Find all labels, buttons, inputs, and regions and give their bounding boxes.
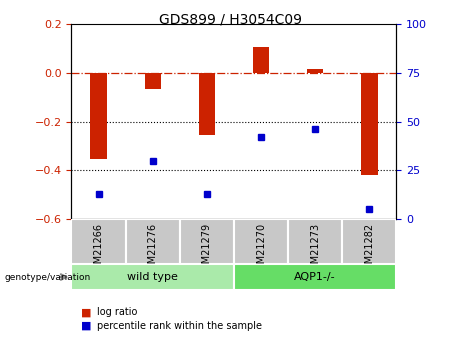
Bar (361, 73, 378, 175)
Text: GSM21279: GSM21279 (202, 223, 212, 276)
Text: GDS899 / H3054C09: GDS899 / H3054C09 (159, 12, 302, 26)
Text: percentile rank within the sample: percentile rank within the sample (97, 321, 262, 331)
Bar (253, 47, 269, 73)
Text: AQP1-/-: AQP1-/- (295, 272, 336, 282)
Bar (307, 69, 323, 73)
Text: ■: ■ (81, 307, 91, 317)
Bar (145, 73, 161, 89)
Bar (234, 264, 396, 290)
Bar (71, 264, 234, 290)
Bar (71, 219, 125, 264)
Bar (90, 73, 106, 159)
Text: GSM21273: GSM21273 (310, 223, 320, 276)
Bar (125, 219, 180, 264)
Text: ■: ■ (81, 321, 91, 331)
Text: log ratio: log ratio (97, 307, 137, 317)
Text: GSM21282: GSM21282 (364, 223, 374, 276)
Text: GSM21270: GSM21270 (256, 223, 266, 276)
Text: GSM21266: GSM21266 (94, 223, 104, 276)
Bar (288, 219, 342, 264)
Bar (199, 73, 215, 135)
Bar (234, 219, 288, 264)
Text: GSM21276: GSM21276 (148, 223, 158, 276)
Bar (180, 219, 234, 264)
Bar (342, 219, 396, 264)
Text: genotype/variation: genotype/variation (5, 273, 91, 282)
Text: wild type: wild type (127, 272, 178, 282)
